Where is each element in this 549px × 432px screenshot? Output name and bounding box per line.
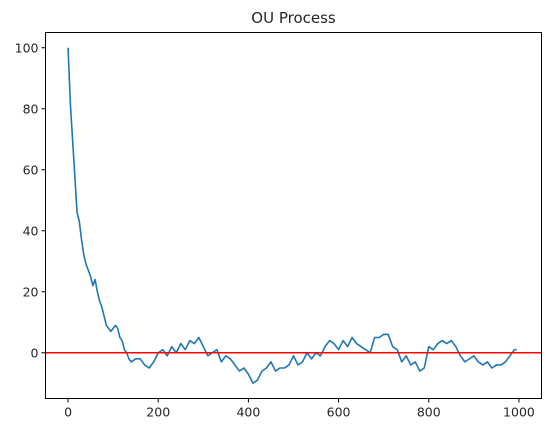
y-tick-label: 60 xyxy=(23,162,39,177)
x-tick-label: 0 xyxy=(64,405,72,420)
plot-frame xyxy=(45,32,542,399)
y-tick-label: 100 xyxy=(15,40,39,55)
x-tick-label: 600 xyxy=(327,405,351,420)
y-tick-label: 80 xyxy=(23,101,39,116)
x-tick-label: 800 xyxy=(417,405,441,420)
series-line-ou-process xyxy=(67,47,517,385)
ticks-layer: 0 200 400 600 800 1000 0 20 40 60 80 100 xyxy=(15,40,535,419)
x-tick-label: 1000 xyxy=(503,405,535,420)
y-tick-label: 20 xyxy=(23,284,39,299)
y-tick-label: 40 xyxy=(23,223,39,238)
chart-title: OU Process xyxy=(251,9,336,27)
x-tick-label: 200 xyxy=(146,405,170,420)
x-tick-label: 400 xyxy=(236,405,260,420)
series-layer xyxy=(45,47,542,385)
y-tick-label: 0 xyxy=(31,345,39,360)
